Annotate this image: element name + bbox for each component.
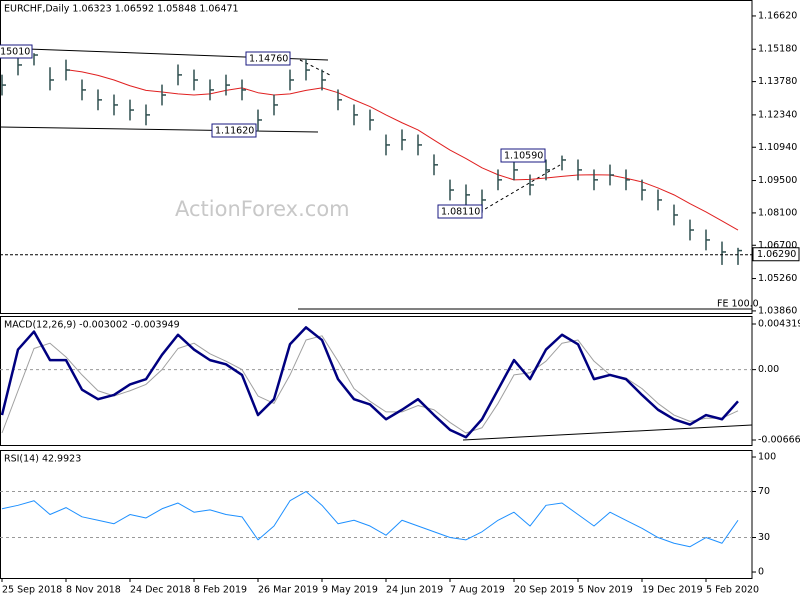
- annotation-box: [211, 123, 257, 138]
- last-price-box: [752, 247, 800, 262]
- x-tick-label: 8 Nov 2018: [66, 585, 121, 596]
- y-tick-label: 1.08100: [758, 207, 797, 218]
- y-tick-label: 30: [758, 532, 770, 543]
- x-tick-label: 5 Nov 2019: [578, 585, 633, 596]
- trend-line: [0, 126, 319, 133]
- pane-border: [0, 0, 753, 314]
- x-tick-label: 7 Aug 2019: [450, 585, 505, 596]
- last-price-label: 1.06290: [757, 249, 796, 260]
- macd-trend-line: [462, 424, 753, 441]
- y-tick-label: 0: [758, 567, 764, 578]
- annotation: 1.10590: [504, 151, 543, 162]
- annotation-box: [500, 148, 546, 163]
- annotation: FE 100.0: [717, 299, 759, 310]
- rsi-line: [1, 491, 739, 548]
- y-tick-label: -0.006663: [758, 435, 800, 446]
- annotation: 1.15010: [0, 47, 30, 58]
- annotation-box: [437, 204, 483, 219]
- y-tick-label: 1.06700: [758, 240, 797, 251]
- x-tick-label: 8 Feb 2019: [194, 585, 247, 596]
- x-tick-label: 26 Mar 2019: [258, 585, 318, 596]
- x-tick-label: 24 Dec 2018: [130, 585, 191, 596]
- annotation: 1.14760: [249, 54, 288, 65]
- y-tick-label: 1.15180: [758, 44, 797, 55]
- y-tick-label: 1.16620: [758, 10, 797, 21]
- y-tick-label: 1.09500: [758, 175, 797, 186]
- y-tick-label: 1.10940: [758, 142, 797, 153]
- y-tick-label: 0.004319: [758, 318, 800, 329]
- y-tick-label: 100: [758, 452, 776, 463]
- annotation: 1.08110: [441, 207, 480, 218]
- y-tick-label: 1.13780: [758, 76, 797, 87]
- x-tick-label: 9 May 2019: [322, 585, 378, 596]
- x-tick-label: 19 Dec 2019: [642, 585, 703, 596]
- pane-title: MACD(12,26,9) -0.003002 -0.003949: [4, 320, 180, 331]
- x-tick-label: 24 Jun 2019: [386, 585, 443, 596]
- y-tick-label: 1.12340: [758, 109, 797, 120]
- x-tick-label: 5 Feb 2020: [706, 585, 759, 596]
- annotation-box: [0, 44, 33, 59]
- pane-border: [0, 450, 753, 579]
- x-tick-label: 25 Sep 2018: [2, 585, 62, 596]
- pane-title: RSI(14) 42.9923: [4, 454, 81, 465]
- x-tick-label: 20 Sep 2019: [514, 585, 574, 596]
- y-tick-label: 0.00: [758, 364, 779, 375]
- annotation: 1.11620: [215, 126, 254, 137]
- annotation-box: [245, 51, 291, 66]
- pane-border: [0, 316, 753, 446]
- watermark: ActionForex.com: [175, 197, 350, 221]
- y-tick-label: 1.03860: [758, 305, 797, 316]
- pane-title: EURCHF,Daily 1.06323 1.06592 1.05848 1.0…: [4, 4, 239, 15]
- macd-line: [0, 326, 739, 439]
- y-tick-label: 1.05260: [758, 273, 797, 284]
- y-tick-label: 70: [758, 486, 770, 497]
